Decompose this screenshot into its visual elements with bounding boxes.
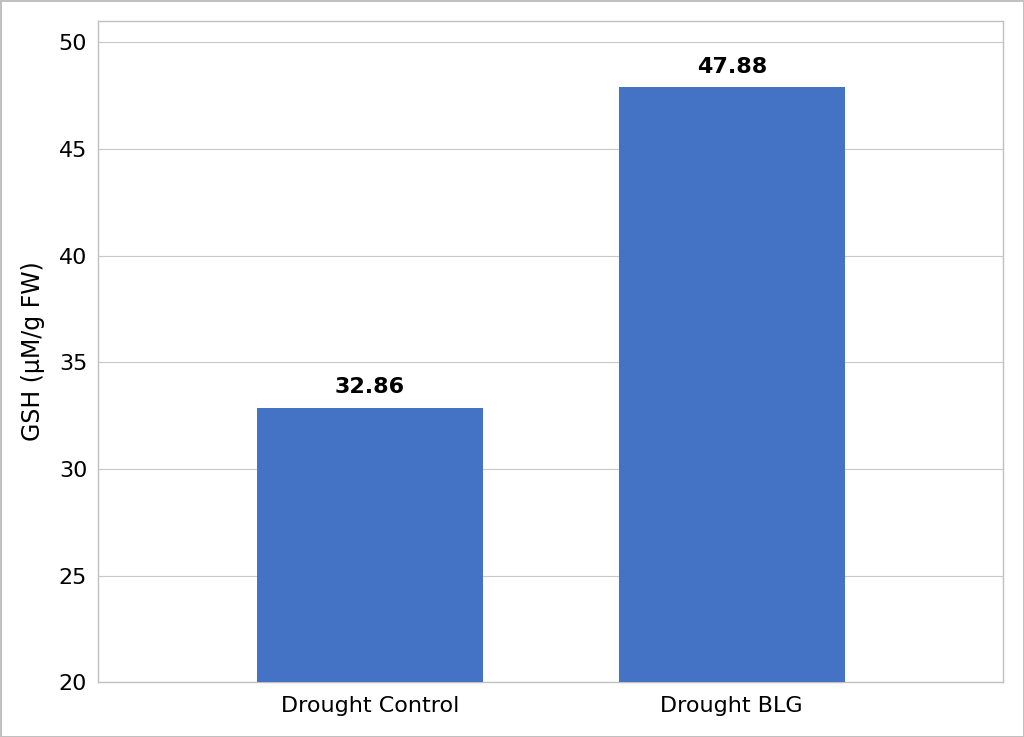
Bar	[618, 88, 845, 737]
Text: 47.88: 47.88	[696, 57, 767, 77]
Bar	[257, 408, 483, 737]
Text: 32.86: 32.86	[335, 377, 404, 397]
Y-axis label: GSH (μM/g FW): GSH (μM/g FW)	[20, 262, 45, 441]
